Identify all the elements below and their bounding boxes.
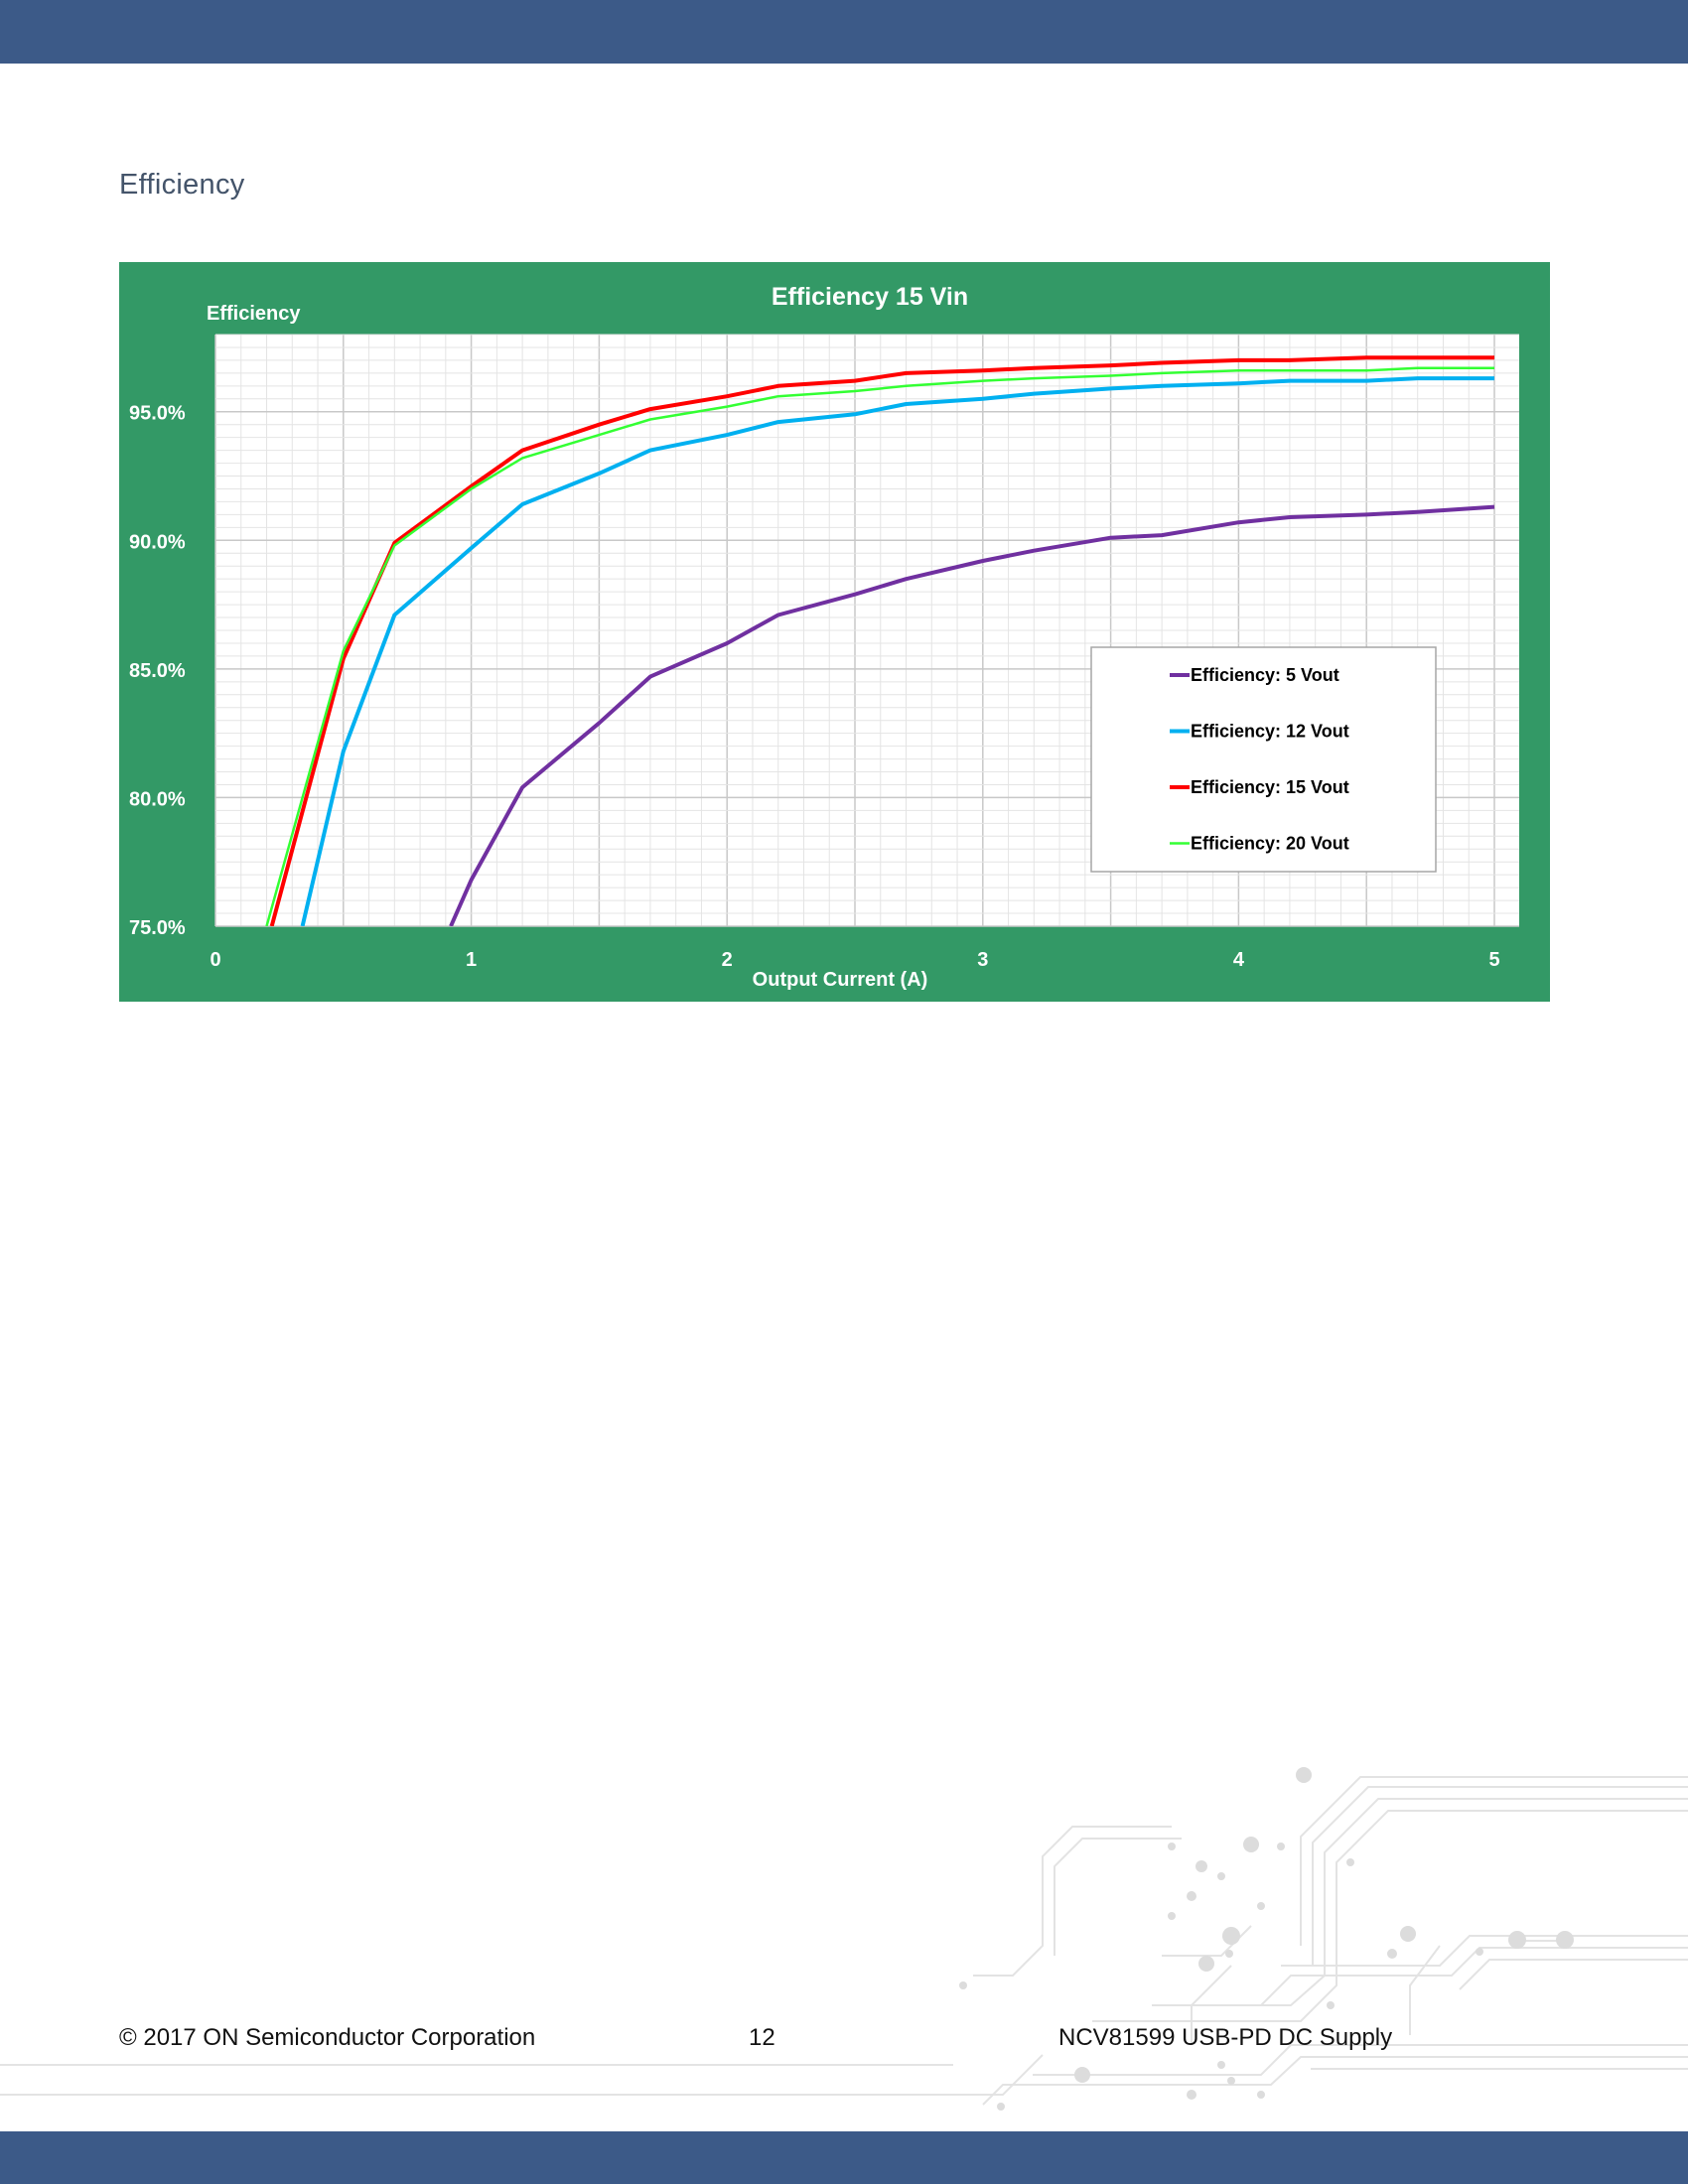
chart-title: Efficiency 15 Vin — [772, 283, 968, 311]
footer-page-number: 12 — [749, 2024, 775, 2051]
header-bar — [0, 0, 1688, 64]
y-tick-label: 85.0% — [129, 660, 186, 682]
grid-lines — [214, 334, 1519, 927]
y-tick-label: 95.0% — [129, 403, 186, 425]
y-axis-label: Efficiency — [207, 303, 301, 325]
x-tick-label: 4 — [1233, 949, 1245, 971]
x-tick-label: 3 — [977, 949, 988, 971]
legend-label: Efficiency: 5 Vout — [1191, 665, 1339, 685]
legend-box — [1090, 646, 1437, 873]
y-tick-label: 75.0% — [129, 917, 186, 939]
legend-label: Efficiency: 20 Vout — [1191, 834, 1349, 854]
y-tick-label: 80.0% — [129, 788, 186, 810]
legend-label: Efficiency: 12 Vout — [1191, 722, 1349, 742]
legend-label: Efficiency: 15 Vout — [1191, 777, 1349, 797]
x-tick-label: 2 — [722, 949, 733, 971]
series-line-4 — [265, 366, 1494, 926]
efficiency-chart: Efficiency 15 Vin Efficiency Output Curren… — [119, 262, 1550, 1002]
x-axis-label: Output Current (A) — [753, 969, 928, 991]
section-heading: Efficiency — [119, 169, 245, 201]
series-line-3 — [269, 355, 1494, 926]
footer-document-title: NCV81599 USB-PD DC Supply — [1058, 2024, 1393, 2051]
x-tick-label: 0 — [210, 949, 220, 971]
footer-bar — [0, 2131, 1688, 2184]
footer-copyright: © 2017 ON Semiconductor Corporation — [119, 2024, 536, 2051]
series-line-1 — [449, 504, 1495, 926]
y-tick-label: 90.0% — [129, 531, 186, 553]
x-tick-label: 5 — [1488, 949, 1499, 971]
series-line-2 — [300, 376, 1494, 926]
x-tick-label: 1 — [466, 949, 477, 971]
